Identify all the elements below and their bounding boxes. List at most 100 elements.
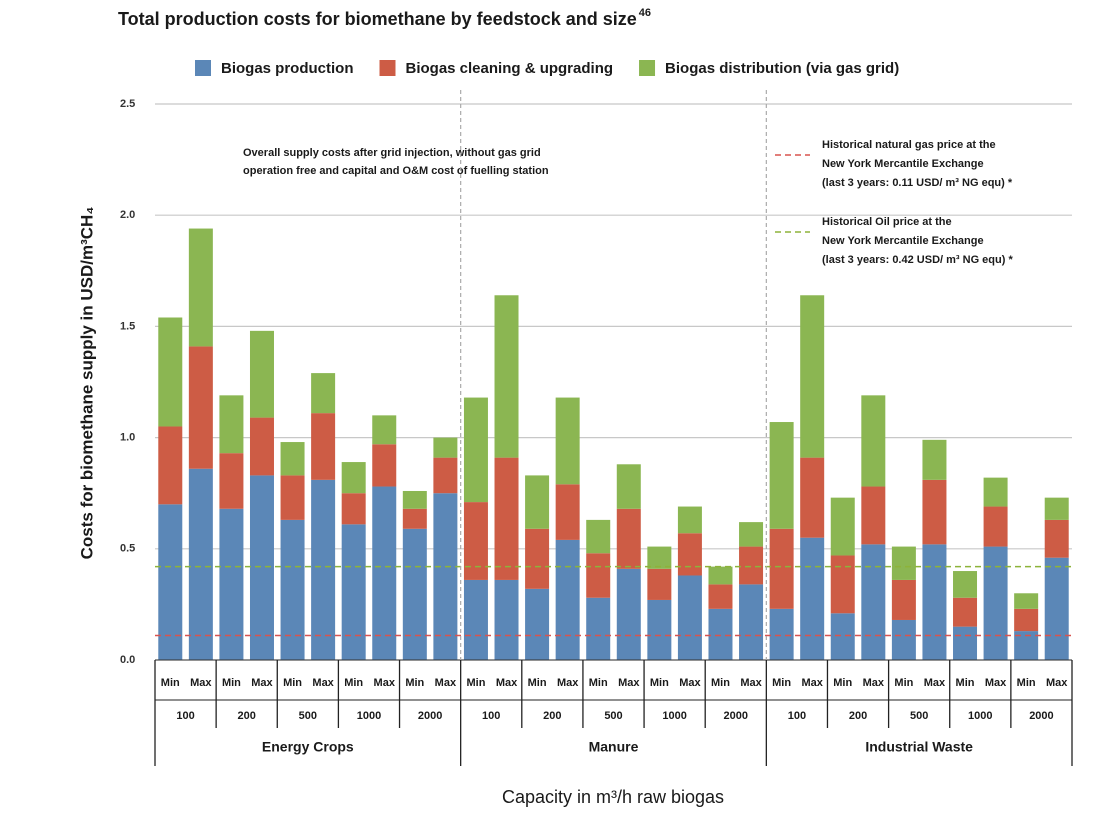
y-tick-label: 2.0 [120,209,135,221]
bar-segment [341,462,366,494]
size-label: 200 [543,710,561,722]
bar-segment [769,608,794,660]
bar-segment [708,608,733,660]
x-tick-label: Max [740,677,762,689]
bar-segment [463,579,488,660]
size-label: 1000 [357,710,381,722]
bar-segment [586,553,611,598]
x-axis-label: Capacity in m³/h raw biogas [502,787,724,807]
legend-swatch [195,60,211,76]
bar-segment [983,506,1008,547]
bar-segment [188,228,213,347]
x-tick-label: Min [894,677,913,689]
bar-segment [280,442,305,476]
bar-segment [1014,608,1039,632]
bar-segment [891,546,916,580]
x-tick-label: Min [405,677,424,689]
legend-swatch [379,60,396,76]
bar-segment [249,475,274,660]
bar-segment [372,486,397,660]
bar-segment [800,537,825,660]
bar-segment [311,373,336,414]
bar-segment [708,584,733,609]
legend-label: Biogas distribution (via gas grid) [665,60,899,77]
x-tick-label: Min [589,677,608,689]
x-tick-label: Max [557,677,579,689]
bar-segment [525,475,550,529]
bar-segment [219,453,244,509]
bar-segment [402,528,427,660]
bar-segment [739,584,764,660]
size-label: 100 [482,710,500,722]
bar-segment [677,533,702,576]
x-tick-label: Min [161,677,180,689]
bar-segment [555,397,580,485]
legend-label: Biogas cleaning & upgrading [406,60,614,77]
x-tick-label: Max [801,677,823,689]
bar-segment [953,571,978,598]
x-tick-label: Min [528,677,547,689]
size-label: 200 [849,710,867,722]
x-tick-label: Max [190,677,212,689]
bar-segment [769,422,794,529]
size-label: 2000 [418,710,442,722]
x-tick-label: Min [956,677,975,689]
x-tick-label: Min [222,677,241,689]
bar-segment [891,579,916,620]
bar-segment [647,546,672,569]
x-tick-label: Min [1017,677,1036,689]
bar-segment [677,506,702,534]
bar-segment [1044,497,1069,520]
size-label: 500 [299,710,317,722]
x-tick-label: Min [283,677,302,689]
annotation: operation free and capital and O&M cost … [243,165,549,177]
feedstock-label: Industrial Waste [865,739,973,755]
bar-segment [249,330,274,418]
bar-segment [769,528,794,609]
x-tick-label: Max [251,677,273,689]
bar-segment [341,524,366,660]
x-tick-label: Max [618,677,640,689]
y-tick-label: 1.5 [120,320,135,332]
bar-segment [463,502,488,580]
reference-note: Historical Oil price at the [822,216,952,228]
title-note: 46 [639,7,651,19]
bar-segment [616,464,641,509]
x-tick-label: Max [863,677,885,689]
bar-segment [341,493,366,525]
bar-segment [922,544,947,660]
bar-segment [219,395,244,454]
x-tick-label: Min [772,677,791,689]
bar-segment [525,588,550,660]
x-tick-label: Min [833,677,852,689]
bar-segment [188,468,213,660]
bar-segment [922,439,947,480]
reference-note: Historical natural gas price at the [822,139,996,151]
bar-segment [1044,557,1069,660]
bar-segment [647,568,672,600]
bar-segment [188,346,213,469]
bar-segment [494,579,519,660]
size-label: 100 [788,710,806,722]
bar-segment [280,475,305,520]
bar-segment [677,575,702,660]
x-tick-label: Max [1046,677,1068,689]
bar-segment [739,546,764,585]
x-tick-label: Min [344,677,363,689]
bar-segment [922,479,947,545]
x-tick-label: Min [711,677,730,689]
y-tick-label: 0.5 [120,543,135,555]
feedstock-label: Manure [589,739,639,755]
bar-segment [861,395,886,487]
bar-segment [739,522,764,547]
annotation: Overall supply costs after grid injectio… [243,147,541,159]
reference-note: New York Mercantile Exchange [822,158,984,170]
bar-segment [830,555,855,614]
y-tick-label: 1.0 [120,432,135,444]
bar-segment [1044,519,1069,558]
bar-segment [494,457,519,580]
chart-title: Total production costs for biomethane by… [118,9,637,29]
bar-segment [800,295,825,458]
bar-segment [280,519,305,660]
